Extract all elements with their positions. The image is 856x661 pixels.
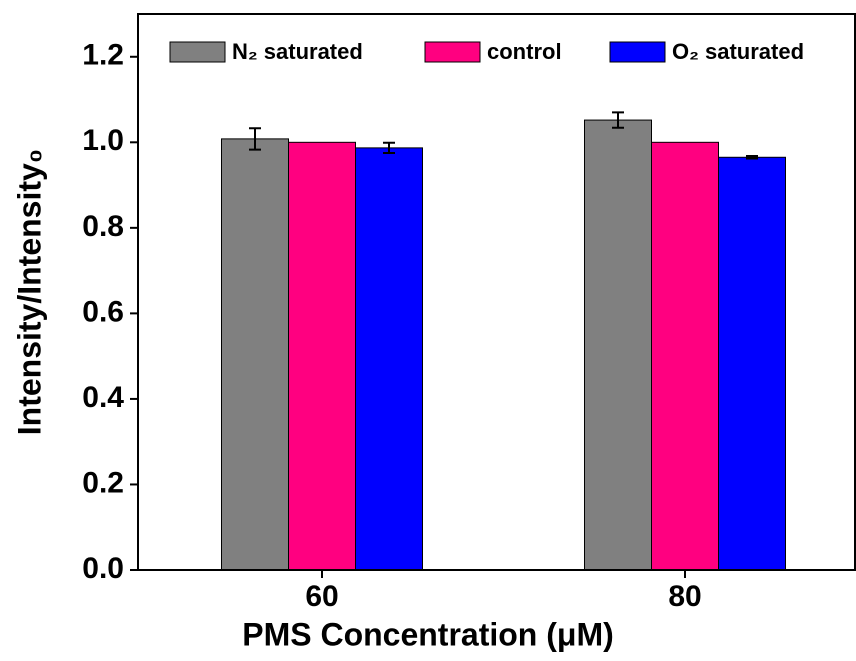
- legend-swatch: [424, 41, 481, 63]
- y-tick-label: 0.0: [82, 552, 124, 585]
- legend-label: N₂ saturated: [232, 39, 363, 64]
- x-tick-label: 60: [305, 580, 338, 613]
- y-tick-label: 0.2: [82, 466, 124, 499]
- y-tick-label: 0.6: [82, 295, 124, 328]
- legend-label: control: [487, 39, 562, 64]
- y-tick-label: 0.4: [82, 381, 124, 414]
- error-bar: [612, 111, 624, 129]
- y-axis-title: Intensity/Intensity₀: [11, 149, 47, 435]
- legend-swatch: [609, 41, 666, 63]
- x-axis-title: PMS Concentration (μM): [242, 616, 614, 652]
- x-tick-label: 80: [668, 580, 701, 613]
- bar: [288, 141, 356, 571]
- bar: [221, 138, 289, 571]
- y-tick-label: 1.2: [82, 39, 124, 72]
- legend-swatch: [169, 41, 226, 63]
- bar: [584, 119, 652, 571]
- legend-label: O₂ saturated: [672, 39, 804, 64]
- y-tick-label: 0.8: [82, 210, 124, 243]
- error-bar: [383, 141, 395, 154]
- error-bar: [249, 127, 261, 151]
- bar: [718, 156, 786, 571]
- plot-frame: [137, 13, 856, 571]
- bar: [355, 147, 423, 571]
- y-tick-label: 1.0: [82, 124, 124, 157]
- error-bar: [746, 154, 758, 160]
- bar: [651, 141, 719, 571]
